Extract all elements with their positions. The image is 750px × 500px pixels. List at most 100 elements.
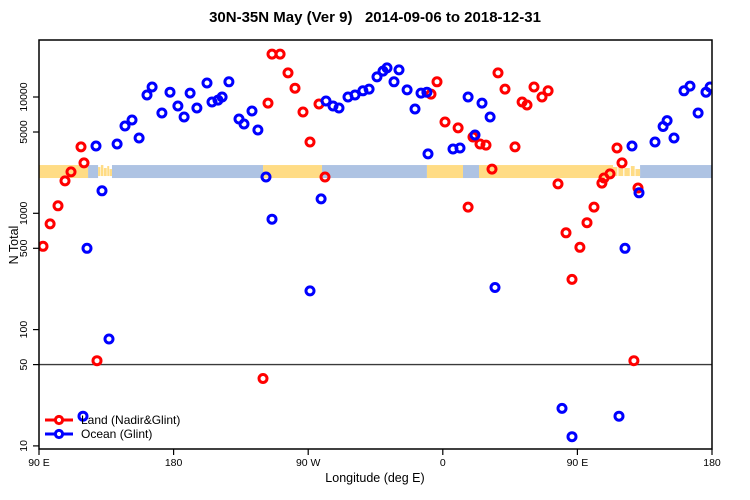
map-band-ocean-segment bbox=[321, 165, 427, 179]
land-data-point bbox=[91, 355, 103, 367]
ocean-data-point bbox=[684, 80, 696, 92]
map-band-ocean-segment bbox=[111, 165, 264, 179]
legend-item-ocean: Ocean (Glint) bbox=[44, 427, 180, 441]
ocean-data-point bbox=[216, 91, 228, 103]
y-tick-label: 10000 bbox=[18, 82, 30, 111]
land-series bbox=[39, 48, 644, 384]
ocean-data-point bbox=[141, 89, 153, 101]
ocean-data-point bbox=[704, 81, 712, 93]
ocean-data-point bbox=[619, 242, 631, 254]
legend-item-land: Land (Nadir&Glint) bbox=[44, 413, 180, 427]
legend-label-land: Land (Nadir&Glint) bbox=[81, 413, 181, 427]
ocean-data-point bbox=[96, 185, 108, 197]
plot-border bbox=[38, 39, 713, 450]
map-band-ocean-segment bbox=[462, 165, 479, 179]
land-legend-symbol-icon bbox=[45, 414, 73, 426]
land-data-point bbox=[552, 178, 564, 190]
ocean-data-point bbox=[320, 95, 332, 107]
ocean-data-point bbox=[633, 187, 645, 199]
map-band-land-patch bbox=[100, 165, 104, 177]
ocean-data-point bbox=[90, 140, 102, 152]
ocean-data-point bbox=[489, 282, 501, 293]
ocean-data-point bbox=[476, 97, 488, 109]
ocean-data-point bbox=[126, 114, 138, 126]
ocean-data-point bbox=[409, 103, 421, 115]
ocean-data-point bbox=[246, 105, 258, 117]
map-band-land-patch bbox=[630, 166, 635, 177]
map-band-ocean-segment bbox=[640, 165, 712, 179]
ocean-data-point bbox=[381, 62, 393, 74]
ocean-data-point bbox=[333, 102, 345, 114]
x-tick-label: 180 bbox=[703, 457, 721, 469]
ocean-data-point bbox=[692, 107, 704, 119]
map-band-land-patch bbox=[103, 168, 107, 177]
map-band-land-patch bbox=[98, 167, 101, 177]
ocean-series bbox=[77, 62, 712, 443]
ocean-data-point bbox=[156, 107, 168, 119]
land-data-point bbox=[499, 83, 511, 95]
ocean-data-point bbox=[388, 76, 400, 88]
ocean-data-point bbox=[454, 142, 466, 154]
land-data-point bbox=[628, 355, 640, 367]
land-data-point bbox=[486, 163, 498, 175]
land-data-point bbox=[59, 175, 71, 187]
ocean-data-point bbox=[119, 120, 131, 132]
ocean-data-point bbox=[462, 91, 474, 103]
map-band-land-patch bbox=[635, 169, 641, 177]
plot-region bbox=[39, 165, 712, 179]
ocean-data-point bbox=[401, 84, 413, 96]
land-data-point bbox=[297, 106, 309, 118]
land-data-point bbox=[44, 218, 56, 230]
chart-title: 30N-35N May (Ver 9) 2014-09-06 to 2018-1… bbox=[209, 9, 541, 26]
ocean-data-point bbox=[164, 86, 176, 98]
y-tick-label: 500 bbox=[18, 239, 30, 257]
land-data-point bbox=[319, 171, 331, 183]
land-data-point bbox=[52, 200, 64, 212]
ocean-data-point bbox=[349, 89, 361, 101]
ocean-data-point bbox=[626, 140, 638, 152]
land-data-point bbox=[509, 141, 521, 153]
ocean-data-point bbox=[393, 64, 405, 76]
ocean-data-point bbox=[304, 285, 316, 297]
land-data-point bbox=[521, 99, 533, 111]
ocean-data-point bbox=[77, 410, 89, 422]
ocean-data-point bbox=[266, 213, 278, 225]
ocean-data-point bbox=[363, 83, 375, 95]
map-band-land-patch bbox=[612, 167, 618, 177]
land-data-point bbox=[560, 227, 572, 239]
ocean-data-point bbox=[201, 77, 213, 89]
land-data-point bbox=[439, 116, 451, 128]
land-data-point bbox=[431, 76, 443, 88]
y-tick-label: 10 bbox=[18, 440, 30, 452]
land-data-point bbox=[588, 201, 600, 213]
land-data-point bbox=[492, 67, 504, 79]
ocean-data-point bbox=[223, 76, 235, 88]
ocean-data-point bbox=[146, 81, 158, 93]
x-tick-label: 90 E bbox=[28, 457, 50, 469]
ocean-data-point bbox=[178, 111, 190, 123]
land-data-point bbox=[611, 142, 623, 154]
land-data-point bbox=[542, 85, 554, 97]
x-tick-label: 0 bbox=[440, 457, 446, 469]
land-data-point bbox=[566, 273, 578, 285]
x-tick-label: 90 E bbox=[567, 457, 589, 469]
ocean-data-point bbox=[191, 102, 203, 114]
ocean-data-point bbox=[649, 136, 661, 148]
ocean-data-point bbox=[315, 193, 327, 205]
land-data-point bbox=[616, 157, 628, 169]
land-data-point bbox=[257, 373, 269, 384]
land-data-point bbox=[75, 141, 87, 153]
ocean-data-point bbox=[566, 431, 578, 443]
x-tick-label: 180 bbox=[165, 457, 183, 469]
map-band-land-patch bbox=[109, 169, 112, 177]
ocean-data-point bbox=[556, 402, 568, 414]
ocean-data-point bbox=[371, 71, 383, 83]
ocean-data-point bbox=[133, 132, 145, 144]
ocean-data-point bbox=[260, 171, 272, 183]
legend-label-ocean: Ocean (Glint) bbox=[81, 427, 153, 441]
land-data-point bbox=[528, 81, 540, 93]
land-data-point bbox=[462, 201, 474, 213]
ocean-data-point bbox=[613, 410, 625, 422]
land-data-point bbox=[282, 67, 294, 79]
